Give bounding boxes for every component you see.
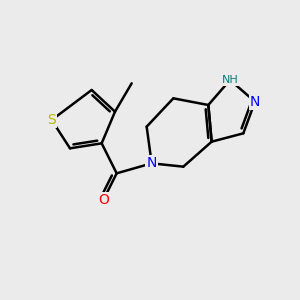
Text: NH: NH [222,75,238,85]
Text: S: S [47,113,56,127]
Text: N: N [250,95,260,109]
Text: O: O [98,193,109,207]
Text: N: N [146,156,157,170]
